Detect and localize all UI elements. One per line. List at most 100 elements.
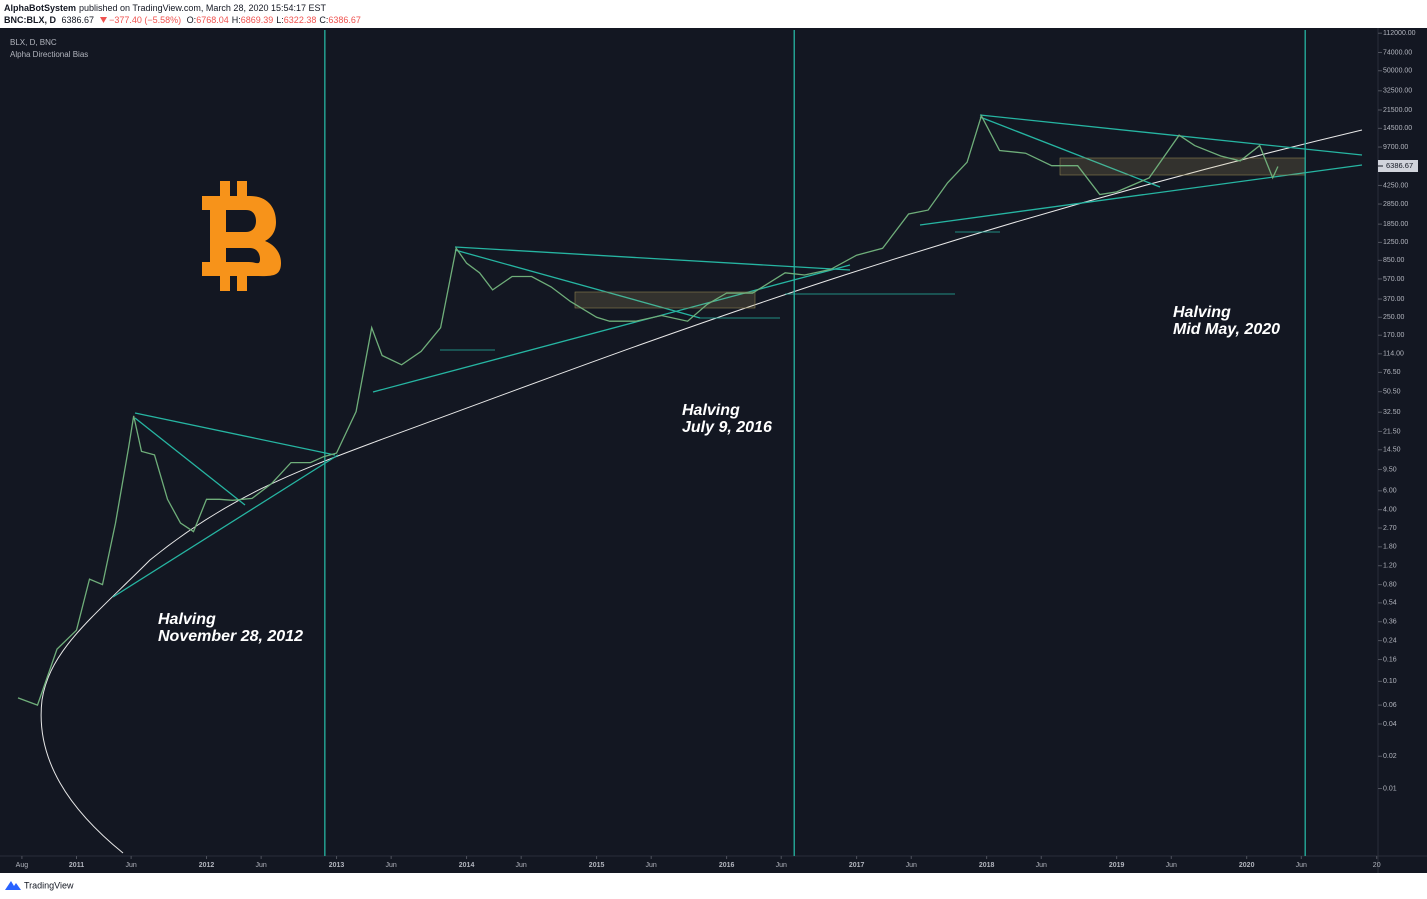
y-tick-label: 0.02 xyxy=(1383,753,1397,760)
y-tick-label: 0.01 xyxy=(1383,785,1397,792)
logo-icon xyxy=(5,881,21,890)
price: 6386.67 xyxy=(61,15,95,25)
x-tick-label: 2019 xyxy=(1109,862,1125,869)
y-tick-label: 21.50 xyxy=(1383,428,1401,435)
y-tick-label: 50000.00 xyxy=(1383,68,1412,75)
x-tick-label: Jun xyxy=(1166,862,1177,869)
y-tick-label: 1.20 xyxy=(1383,563,1397,570)
y-tick-label: 370.00 xyxy=(1383,296,1405,303)
halving-title: Halving xyxy=(1173,304,1231,321)
chart-title: BLX, D, BNC xyxy=(10,38,57,47)
ohlc-label: L: xyxy=(276,15,284,25)
x-tick-label: Jun xyxy=(516,862,527,869)
last-price-label: 6386.67 xyxy=(1386,161,1413,170)
y-tick-label: 250.00 xyxy=(1383,314,1405,321)
y-tick-label: 9700.00 xyxy=(1383,144,1408,151)
y-tick-label: 0.06 xyxy=(1383,702,1397,709)
trend-line xyxy=(979,116,1161,188)
bitcoin-logo xyxy=(202,181,281,291)
logo-bar xyxy=(220,181,230,199)
y-tick-label: 4.00 xyxy=(1383,507,1397,514)
logo-bar xyxy=(220,272,230,291)
ohlc-label: O: xyxy=(186,15,197,25)
x-tick-label: 2013 xyxy=(329,862,345,869)
y-tick-label: 32.50 xyxy=(1383,409,1401,416)
header-line-2: BNC:BLX, D 6386.67 −377.40 (−5.58%) O:67… xyxy=(4,15,367,25)
x-tick-label: 20 xyxy=(1373,862,1381,869)
trend-line xyxy=(454,246,851,271)
y-tick-label: 50.50 xyxy=(1383,389,1401,396)
y-tick-label: 1850.00 xyxy=(1383,221,1408,228)
trend-line xyxy=(112,454,339,598)
x-tick-label: Jun xyxy=(386,862,397,869)
y-tick-label: 0.54 xyxy=(1383,600,1397,607)
x-tick-label: 2016 xyxy=(719,862,735,869)
y-tick-label: 0.80 xyxy=(1383,581,1397,588)
x-tick-label: Aug xyxy=(16,862,29,869)
y-tick-label: 1.80 xyxy=(1383,544,1397,551)
header-line-1: AlphaBotSystem published on TradingView.c… xyxy=(4,3,329,13)
y-tick-label: 850.00 xyxy=(1383,257,1405,264)
x-tick-label: Jun xyxy=(125,862,136,869)
y-tick-label: 6.00 xyxy=(1383,488,1397,495)
logo-bar xyxy=(237,272,247,291)
x-tick-label: 2020 xyxy=(1239,862,1255,869)
y-tick-label: 1250.00 xyxy=(1383,239,1408,246)
y-tick-label: 74000.00 xyxy=(1383,49,1412,56)
tradingview-logo: TradingView xyxy=(5,880,74,890)
publisher: AlphaBotSystem xyxy=(4,3,77,13)
ohlc-value: 6322.38 xyxy=(283,15,317,25)
y-tick-label: 112000.00 xyxy=(1383,30,1416,37)
halving-date: November 28, 2012 xyxy=(158,628,303,645)
y-tick-label: 0.10 xyxy=(1383,678,1397,685)
logo-b xyxy=(202,196,281,277)
trend-line xyxy=(454,249,701,319)
indicator-name: Alpha Directional Bias xyxy=(10,50,88,59)
y-tick-label: 21500.00 xyxy=(1383,107,1412,114)
x-tick-label: 2012 xyxy=(199,862,215,869)
x-tick-label: 2017 xyxy=(849,862,865,869)
x-tick-label: Jun xyxy=(1296,862,1307,869)
halving-date: Mid May, 2020 xyxy=(1173,321,1280,338)
halving-title: Halving xyxy=(682,402,740,419)
ohlc-value: 6386.67 xyxy=(328,15,361,25)
x-tick-label: 2018 xyxy=(979,862,995,869)
x-tick-label: 2015 xyxy=(589,862,605,869)
y-tick-label: 0.36 xyxy=(1383,619,1397,626)
x-tick-label: Jun xyxy=(1036,862,1047,869)
trend-line xyxy=(372,264,851,393)
regression-curve xyxy=(40,129,1363,854)
x-tick-label: Jun xyxy=(255,862,266,869)
symbol: BNC:BLX, D xyxy=(4,15,56,25)
y-tick-label: 0.04 xyxy=(1383,721,1397,728)
y-tick-label: 9.50 xyxy=(1383,466,1397,473)
chart-background xyxy=(0,28,1427,873)
y-tick-label: 570.00 xyxy=(1383,276,1405,283)
ohlc: O:6768.04 H:6869.39 L:6322.38 C:6386.67 xyxy=(187,15,364,25)
ohlc-label: C: xyxy=(319,15,329,25)
ohlc-value: 6768.04 xyxy=(196,15,229,25)
x-tick-label: 2014 xyxy=(459,862,475,869)
halving-title: Halving xyxy=(158,611,216,628)
y-tick-label: 0.16 xyxy=(1383,656,1397,663)
price-line xyxy=(17,114,1279,706)
down-arrow xyxy=(99,17,107,23)
y-tick-label: 32500.00 xyxy=(1383,88,1412,95)
halving-date: July 9, 2016 xyxy=(682,419,772,436)
ohlc-label: H: xyxy=(231,15,241,25)
trend-line xyxy=(979,114,1363,156)
y-tick-label: 0.24 xyxy=(1383,637,1397,644)
logo-bar xyxy=(237,181,247,199)
published-info: published on TradingView.com, March 28, … xyxy=(79,3,327,13)
y-tick-label: 14.50 xyxy=(1383,447,1401,454)
y-tick-label: 114.00 xyxy=(1383,351,1404,358)
y-tick-label: 2850.00 xyxy=(1383,201,1408,208)
x-tick-label: Jun xyxy=(646,862,657,869)
trend-drawings xyxy=(40,114,1363,854)
y-tick-label: 4250.00 xyxy=(1383,182,1408,189)
last-price-box xyxy=(1378,160,1418,172)
y-tick-label: 2.70 xyxy=(1383,525,1397,532)
ohlc-value: 6869.39 xyxy=(240,15,274,25)
